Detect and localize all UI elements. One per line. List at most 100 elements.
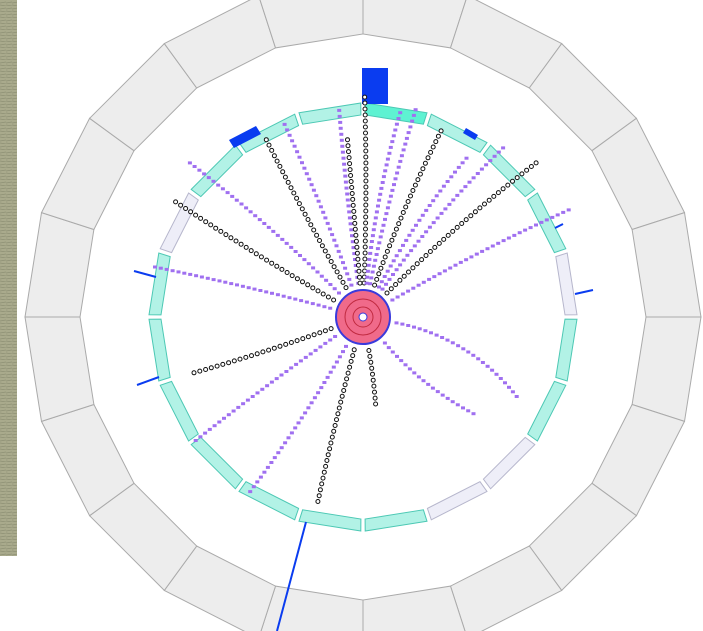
track-hit — [292, 191, 296, 195]
track-hit — [476, 357, 480, 360]
track-hit — [314, 194, 318, 197]
track-hit — [356, 257, 360, 261]
track-hit — [348, 216, 352, 219]
track-hit — [318, 239, 322, 243]
track-hit — [523, 229, 527, 232]
track-hit — [273, 456, 277, 459]
track-hit — [435, 334, 439, 337]
track-hit — [404, 239, 408, 242]
track-hit — [464, 218, 468, 222]
track-hit — [344, 181, 348, 184]
track-hit — [241, 402, 245, 405]
track-hit — [337, 292, 341, 295]
track-hit — [240, 203, 244, 206]
track-hit — [417, 240, 421, 243]
track-hit — [407, 131, 411, 134]
track-hit — [276, 234, 280, 237]
track-hit — [247, 286, 251, 289]
track-hit — [280, 446, 284, 449]
track-hit — [236, 406, 240, 409]
track-hit — [325, 459, 329, 463]
track-hit — [364, 143, 368, 147]
track-hit — [341, 261, 345, 264]
track-hit — [311, 302, 315, 305]
track-hit — [340, 394, 344, 398]
track-hit — [363, 113, 367, 117]
track-hit — [437, 241, 441, 245]
track-hit — [316, 289, 320, 293]
track-hit — [414, 224, 418, 227]
track-hit — [203, 432, 207, 435]
track-hit — [244, 206, 248, 209]
track-hit — [349, 359, 353, 363]
track-hit — [199, 216, 203, 220]
track-hit — [320, 275, 324, 278]
track-hit — [299, 359, 303, 362]
track-hit — [382, 224, 386, 227]
track-hit — [224, 233, 228, 237]
track-hit — [371, 271, 375, 274]
track-hit — [351, 197, 355, 201]
track-hit — [446, 180, 450, 183]
track-hit — [488, 159, 492, 162]
track-hit — [408, 367, 412, 370]
track-hit — [355, 251, 359, 255]
track-hit — [333, 335, 337, 338]
track-hit — [311, 286, 315, 290]
track-hit — [213, 424, 217, 427]
track-hit — [550, 216, 554, 219]
track-hit — [490, 369, 494, 372]
track-hit — [377, 272, 381, 276]
track-hit — [432, 221, 436, 224]
track-hit — [265, 384, 269, 387]
track-hit — [346, 144, 350, 148]
track-hit — [302, 167, 306, 170]
track-hit — [439, 129, 443, 133]
track-hit — [436, 390, 440, 393]
track-hit — [364, 215, 368, 219]
track-hit — [363, 119, 367, 123]
track-hit — [417, 219, 421, 222]
track-hit — [411, 266, 415, 270]
track-hit — [307, 262, 311, 265]
track-hit — [420, 235, 424, 238]
track-hit — [324, 279, 328, 282]
track-hit — [383, 169, 387, 172]
track-hit — [347, 210, 351, 213]
track-hit — [377, 199, 381, 202]
track-hit — [333, 287, 337, 290]
track-hit — [383, 218, 387, 221]
track-hit — [390, 140, 394, 143]
track-hit — [389, 146, 393, 149]
track-hit — [404, 363, 408, 366]
track-hit — [405, 137, 409, 140]
track-hit — [320, 244, 324, 248]
track-hit — [408, 125, 412, 128]
track-hit — [472, 176, 476, 179]
track-hit — [339, 133, 343, 136]
track-hit — [262, 471, 266, 474]
track-hit — [294, 250, 298, 253]
track-hit — [297, 202, 301, 206]
track-hit — [189, 210, 193, 214]
track-hit — [335, 418, 339, 422]
track-hit — [426, 383, 430, 386]
track-hit — [343, 169, 347, 172]
track-hit — [351, 203, 355, 207]
track-hit — [289, 341, 293, 345]
track-hit — [342, 157, 346, 160]
track-hit — [486, 247, 490, 250]
track-hit — [345, 187, 349, 190]
track-hit — [475, 253, 479, 256]
track-hit — [424, 230, 428, 233]
track-hit — [254, 252, 258, 256]
track-hit — [286, 180, 290, 184]
track-hit — [321, 211, 325, 214]
track-hit — [440, 336, 444, 339]
track-hit — [321, 292, 325, 296]
track-hit — [328, 447, 332, 451]
track-hit — [303, 411, 307, 414]
track-hit — [209, 366, 213, 370]
track-hit — [348, 162, 352, 166]
track-hit — [346, 371, 350, 375]
